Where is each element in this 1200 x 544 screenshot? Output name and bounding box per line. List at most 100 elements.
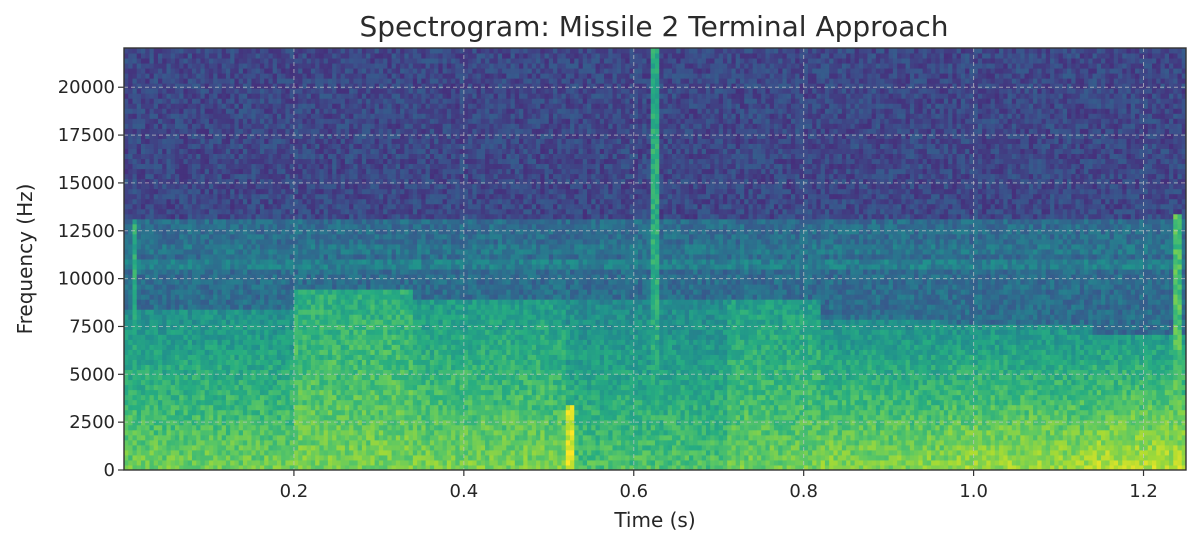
- heatmap-cell: [217, 349, 223, 355]
- heatmap-cell: [157, 299, 163, 305]
- heatmap-cell: [132, 183, 138, 190]
- heatmap-cell: [145, 48, 150, 54]
- heatmap-cell: [357, 459, 363, 466]
- heatmap-cell: [183, 439, 189, 446]
- heatmap-cell: [174, 248, 180, 255]
- heatmap-cell: [191, 88, 197, 94]
- heatmap-cell: [200, 409, 206, 416]
- heatmap-cell: [234, 178, 240, 185]
- heatmap-cell: [238, 264, 244, 270]
- heatmap-cell: [340, 113, 346, 119]
- heatmap-cell: [213, 98, 218, 104]
- heatmap-cell: [268, 339, 274, 345]
- heatmap-cell: [145, 329, 150, 335]
- heatmap-cell: [251, 364, 257, 371]
- heatmap-cell: [264, 48, 269, 54]
- heatmap-cell: [128, 173, 133, 180]
- heatmap-cell: [272, 193, 278, 200]
- heatmap-cell: [281, 309, 286, 315]
- heatmap-cell: [264, 193, 269, 200]
- heatmap-cell: [213, 364, 218, 371]
- heatmap-cell: [238, 314, 244, 320]
- heatmap-cell: [179, 123, 184, 129]
- heatmap-cell: [374, 374, 380, 381]
- heatmap-cell: [306, 138, 312, 144]
- heatmap-cell: [357, 128, 363, 134]
- heatmap-cell: [242, 264, 248, 270]
- heatmap-cell: [272, 128, 278, 134]
- heatmap-cell: [315, 138, 320, 144]
- heatmap-cell: [140, 444, 146, 451]
- heatmap-cell: [302, 48, 308, 54]
- heatmap-cell: [153, 399, 159, 406]
- heatmap-cell: [157, 369, 163, 376]
- heatmap-cell: [293, 208, 299, 215]
- heatmap-cell: [213, 279, 218, 285]
- heatmap-cell: [344, 148, 350, 154]
- heatmap-cell: [340, 309, 346, 315]
- heatmap-cell: [157, 248, 163, 255]
- heatmap-cell: [323, 359, 329, 365]
- heatmap-cell: [208, 143, 214, 149]
- heatmap-cell: [336, 424, 342, 431]
- heatmap-cell: [272, 329, 278, 335]
- heatmap-cell: [128, 188, 133, 195]
- heatmap-cell: [230, 73, 235, 79]
- heatmap-cell: [259, 284, 265, 290]
- heatmap-cell: [370, 429, 376, 436]
- heatmap-cell: [124, 379, 129, 386]
- heatmap-cell: [344, 68, 350, 74]
- heatmap-cell: [357, 208, 363, 215]
- heatmap-cell: [302, 269, 308, 275]
- heatmap-cell: [174, 188, 180, 195]
- heatmap-cell: [217, 314, 223, 320]
- heatmap-cell: [200, 309, 206, 315]
- heatmap-cell: [149, 158, 155, 165]
- heatmap-cell: [344, 78, 350, 84]
- heatmap-cell: [124, 138, 129, 144]
- heatmap-cell: [200, 203, 206, 210]
- heatmap-cell: [268, 379, 274, 386]
- heatmap-cell: [349, 73, 354, 79]
- heatmap-cell: [213, 153, 218, 160]
- heatmap-cell: [242, 253, 248, 260]
- heatmap-cell: [336, 454, 342, 461]
- heatmap-cell: [183, 399, 189, 406]
- heatmap-cell: [162, 354, 167, 360]
- heatmap-cell: [276, 304, 282, 310]
- heatmap-cell: [242, 218, 248, 225]
- heatmap-cell: [306, 299, 312, 305]
- heatmap-cell: [157, 148, 163, 154]
- heatmap-cell: [370, 454, 376, 461]
- heatmap-cell: [140, 279, 146, 285]
- heatmap-cell: [149, 374, 155, 381]
- heatmap-cell: [204, 238, 210, 245]
- heatmap-cell: [221, 58, 227, 64]
- heatmap-cell: [183, 379, 189, 386]
- heatmap-cell: [370, 183, 376, 190]
- heatmap-cell: [174, 48, 180, 54]
- heatmap-cell: [145, 459, 150, 466]
- heatmap-cell: [251, 208, 257, 215]
- heatmap-cell: [149, 364, 155, 371]
- heatmap-cell: [298, 434, 303, 441]
- heatmap-cell: [140, 248, 146, 255]
- heatmap-cell: [208, 153, 214, 160]
- heatmap-cell: [289, 389, 295, 396]
- heatmap-cell: [208, 233, 214, 240]
- heatmap-cell: [259, 223, 265, 230]
- heatmap-cell: [191, 228, 197, 235]
- heatmap-cell: [366, 349, 371, 355]
- heatmap-cell: [230, 289, 235, 295]
- heatmap-cell: [170, 384, 176, 391]
- heatmap-cell: [306, 434, 312, 441]
- heatmap-cell: [221, 223, 227, 230]
- heatmap-cell: [285, 218, 291, 225]
- heatmap-cell: [191, 73, 197, 79]
- heatmap-cell: [353, 118, 359, 124]
- heatmap-cell: [124, 188, 129, 195]
- heatmap-cell: [281, 63, 286, 69]
- heatmap-cell: [153, 188, 159, 195]
- heatmap-cell: [336, 329, 342, 335]
- heatmap-cell: [153, 344, 159, 350]
